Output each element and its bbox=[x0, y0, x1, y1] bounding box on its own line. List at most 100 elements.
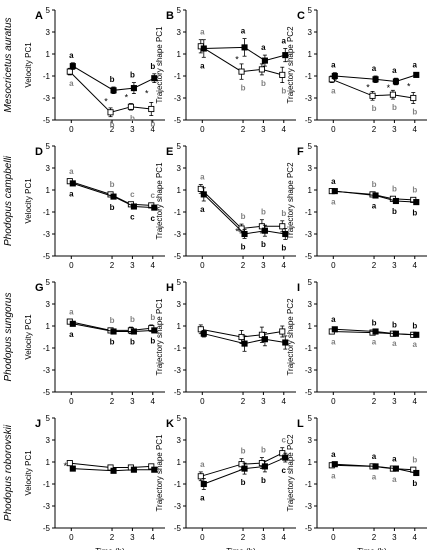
data-point-open bbox=[279, 328, 286, 335]
significance-letter-open: b bbox=[372, 104, 377, 113]
data-point-filled bbox=[151, 75, 158, 82]
significance-letter-filled: b bbox=[261, 476, 266, 485]
y-tick-label: 1 bbox=[46, 322, 51, 331]
data-point-filled bbox=[130, 466, 137, 473]
x-axis-label: Time (h) bbox=[95, 547, 125, 550]
x-tick-label: 0 bbox=[200, 397, 205, 406]
y-tick-label: -3 bbox=[174, 230, 182, 239]
panel-g: 5 3 1 -1 -3 -5 0 2 3 4 G Velocity PC1 a a b b b b b b bbox=[24, 278, 165, 406]
series-line-filled bbox=[72, 468, 155, 472]
data-point-open bbox=[279, 71, 286, 78]
y-tick-label: 5 bbox=[46, 278, 51, 287]
significance-letter-open: b bbox=[261, 208, 266, 217]
y-tick-label: -1 bbox=[174, 72, 182, 81]
significance-letter-open: a bbox=[331, 338, 336, 347]
significance-letter-open: a bbox=[331, 87, 336, 96]
significance-letter-filled: a bbox=[331, 61, 336, 70]
significance-letter-filled: b bbox=[412, 322, 417, 331]
significance-letter-open: b bbox=[241, 447, 246, 456]
data-point-open bbox=[279, 223, 286, 230]
y-tick-label: -5 bbox=[174, 116, 182, 125]
x-tick-label: 3 bbox=[130, 261, 135, 270]
series-line-filled bbox=[72, 323, 155, 332]
y-tick-label: 5 bbox=[308, 278, 313, 287]
x-tick-label: 2 bbox=[110, 125, 115, 134]
data-point-filled bbox=[413, 199, 420, 206]
x-tick-label: 3 bbox=[261, 125, 266, 134]
data-point-filled bbox=[130, 85, 137, 92]
significance-letter-filled: b bbox=[372, 318, 377, 327]
significance-letter-filled: a bbox=[331, 177, 336, 186]
data-point-filled bbox=[372, 76, 379, 83]
data-point-filled bbox=[261, 463, 268, 470]
y-tick-label: 3 bbox=[46, 28, 51, 37]
data-point-filled bbox=[392, 197, 399, 205]
data-point-filled bbox=[282, 339, 289, 346]
significance-letter-filled: a bbox=[241, 27, 246, 36]
significance-letter-filled: b bbox=[110, 338, 115, 347]
y-tick-label: -5 bbox=[43, 116, 51, 125]
series-line-filled bbox=[203, 457, 286, 485]
significance-letter-open: b bbox=[281, 87, 286, 96]
y-tick-label: 1 bbox=[308, 186, 313, 195]
data-point-filled bbox=[69, 465, 76, 472]
series-line-filled bbox=[72, 65, 155, 91]
y-tick-label: -5 bbox=[43, 524, 51, 533]
data-point-filled bbox=[241, 44, 248, 51]
y-tick-label: -3 bbox=[305, 230, 313, 239]
significance-letter-filled: a bbox=[331, 315, 336, 324]
y-tick-label: -3 bbox=[174, 366, 182, 375]
significance-letter-filled: a bbox=[372, 452, 377, 461]
x-tick-label: 3 bbox=[130, 125, 135, 134]
significance-letter-open: b bbox=[241, 83, 246, 92]
significance-letter-filled: b bbox=[130, 338, 135, 347]
series-line-open bbox=[200, 188, 283, 230]
significance-letter-open: a bbox=[69, 167, 74, 176]
y-tick-label: -1 bbox=[43, 480, 51, 489]
y-tick-label: -5 bbox=[305, 524, 313, 533]
significance-letter-filled: c bbox=[151, 214, 156, 223]
x-tick-label: 4 bbox=[151, 397, 156, 406]
significance-star: * bbox=[145, 89, 149, 99]
y-tick-label: -3 bbox=[43, 230, 51, 239]
y-tick-label: -5 bbox=[305, 388, 313, 397]
series-line-open bbox=[69, 321, 152, 331]
significance-letter-filled: b bbox=[241, 478, 246, 487]
data-point-filled bbox=[69, 180, 76, 187]
series-line-open bbox=[200, 45, 283, 76]
significance-letter-open: b bbox=[412, 186, 417, 195]
data-point-open bbox=[148, 105, 155, 113]
significance-letter-open: b bbox=[392, 185, 397, 194]
y-tick-label: 1 bbox=[177, 186, 182, 195]
significance-letter-filled: a bbox=[282, 37, 287, 46]
significance-letter-open: a bbox=[392, 339, 397, 348]
y-tick-label: -5 bbox=[43, 252, 51, 261]
y-axis-label: Trajectory shape PC2 bbox=[286, 26, 295, 104]
y-tick-label: 5 bbox=[177, 142, 182, 151]
x-axis-label: Time (h) bbox=[226, 547, 256, 550]
significance-star: * bbox=[125, 92, 129, 102]
series-line-filled bbox=[203, 194, 286, 235]
panel-letter: K bbox=[166, 418, 174, 430]
significance-letter-open: b bbox=[241, 212, 246, 221]
y-axis-label: Trajectory shape PC1 bbox=[155, 162, 164, 240]
y-tick-label: -3 bbox=[305, 94, 313, 103]
data-point-filled bbox=[413, 71, 420, 78]
x-tick-label: 3 bbox=[261, 261, 266, 270]
data-point-filled bbox=[331, 188, 338, 195]
data-point-filled bbox=[151, 327, 158, 334]
x-tick-label: 0 bbox=[331, 125, 336, 134]
data-point-filled bbox=[200, 330, 207, 337]
data-point-filled bbox=[200, 45, 207, 52]
y-tick-label: -1 bbox=[305, 208, 313, 217]
y-tick-label: 1 bbox=[177, 322, 182, 331]
significance-letter-open: c bbox=[130, 190, 135, 199]
data-point-filled bbox=[372, 463, 379, 470]
x-tick-label: 0 bbox=[200, 261, 205, 270]
significance-letter-filled: b bbox=[150, 337, 155, 346]
y-axis-label: Trajectory shape PC2 bbox=[286, 162, 295, 240]
significance-letter-open: a bbox=[200, 460, 205, 469]
y-tick-label: 1 bbox=[308, 458, 313, 467]
